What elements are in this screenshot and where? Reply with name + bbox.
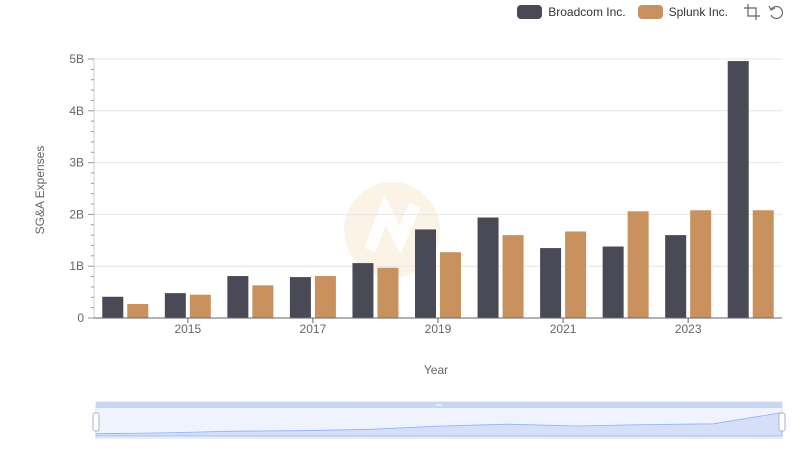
- bar-broadcom-2014: [102, 296, 124, 318]
- restore-icon[interactable]: [768, 4, 784, 20]
- bar-splunk-2015: [189, 294, 211, 318]
- y-tick-label: 0: [77, 311, 84, 325]
- bar-broadcom-2018: [352, 263, 374, 318]
- x-tick-label: 2015: [174, 322, 201, 336]
- datazoom-top-bar[interactable]: [96, 402, 782, 408]
- bar-broadcom-2021: [540, 248, 562, 318]
- legend: Broadcom Inc. Splunk Inc.: [517, 4, 784, 20]
- bar-broadcom-2016: [227, 276, 249, 318]
- legend-label-splunk: Splunk Inc.: [668, 5, 728, 19]
- bar-splunk-2020: [502, 235, 524, 318]
- x-tick-label: 2023: [675, 322, 702, 336]
- bar-splunk-2024: [752, 210, 774, 318]
- y-tick-label: 2B: [69, 207, 84, 221]
- legend-item-splunk[interactable]: Splunk Inc.: [637, 5, 728, 19]
- y-tick-label: 3B: [69, 156, 84, 170]
- y-tick-label: 1B: [69, 259, 84, 273]
- x-tick-label: 2017: [300, 322, 327, 336]
- toolbox: [744, 4, 784, 20]
- datazoom-handle-left[interactable]: [92, 412, 100, 432]
- x-axis: 2015 2017 2019 2021 2023: [94, 317, 782, 336]
- bar-splunk-2014: [127, 304, 149, 318]
- bar-broadcom-2019: [415, 229, 436, 318]
- datazoom-grip-icon[interactable]: ▪▪▪: [436, 403, 442, 409]
- bar-broadcom-2020: [477, 217, 499, 318]
- x-tick-label: 2019: [425, 322, 452, 336]
- x-axis-title: Year: [424, 363, 448, 377]
- y-axis: 0 1B 2B 3B 4B 5B: [69, 52, 95, 325]
- zoom-icon[interactable]: [744, 4, 760, 20]
- y-axis-title: SG&A Expenses: [33, 146, 47, 235]
- legend-swatch-broadcom: [517, 5, 543, 19]
- y-tick-label: 4B: [69, 104, 84, 118]
- legend-swatch-splunk: [637, 5, 663, 19]
- bar-splunk-2023: [690, 210, 712, 318]
- bars: [102, 61, 774, 319]
- bar-splunk-2019: [440, 252, 461, 318]
- y-tick-label: 5B: [69, 52, 84, 66]
- bar-broadcom-2024: [727, 61, 749, 319]
- datazoom-handle-right[interactable]: [778, 412, 786, 432]
- bar-splunk-2018: [377, 267, 399, 318]
- datazoom-preview: [95, 412, 783, 437]
- bar-splunk-2017: [314, 276, 336, 318]
- bar-splunk-2021: [565, 231, 587, 318]
- bar-broadcom-2023: [665, 235, 687, 318]
- grid-lines: [94, 58, 782, 267]
- bar-broadcom-2015: [164, 293, 186, 318]
- x-tick-label: 2021: [550, 322, 577, 336]
- datazoom-slider[interactable]: ▪▪▪: [92, 401, 786, 439]
- legend-label-broadcom: Broadcom Inc.: [548, 5, 626, 19]
- bar-splunk-2016: [252, 285, 274, 318]
- legend-item-broadcom[interactable]: Broadcom Inc.: [517, 5, 626, 19]
- bar-splunk-2022: [627, 211, 649, 318]
- bar-broadcom-2022: [602, 246, 624, 318]
- bar-broadcom-2017: [289, 277, 311, 318]
